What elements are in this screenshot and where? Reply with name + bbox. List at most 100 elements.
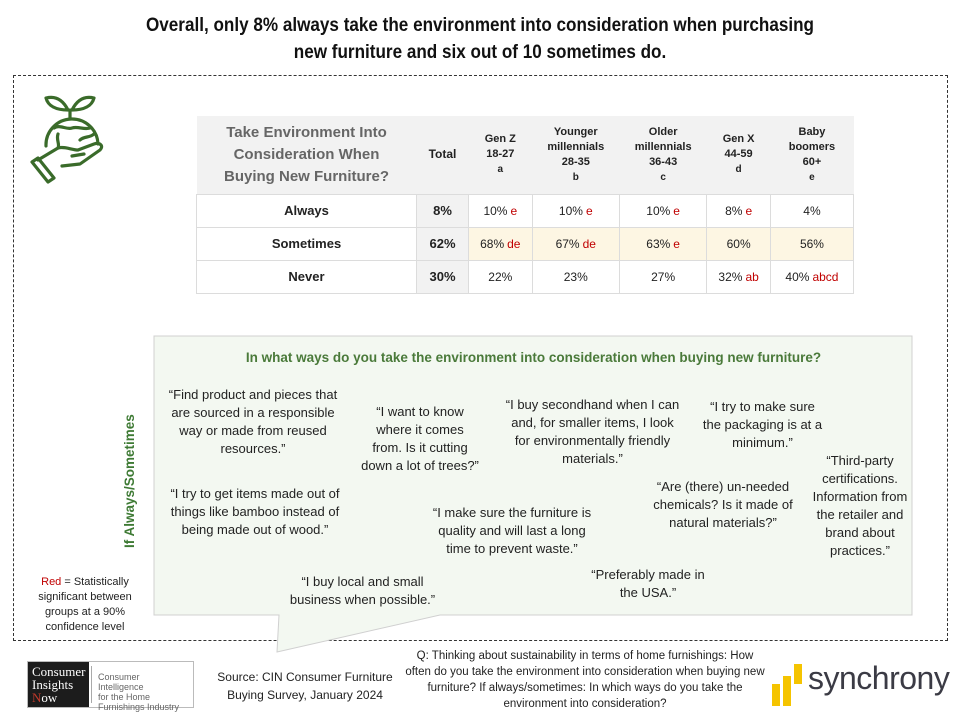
significance-legend: Red = Statistically significant between …: [20, 575, 150, 635]
question-header-line: Consideration When: [233, 145, 380, 163]
column-header-younger-millennials: Younger millennials 28-35 b: [532, 116, 620, 194]
side-label: If Always/Sometimes: [122, 414, 137, 548]
quote: “I buy secondhand when I can and, for sm…: [505, 397, 680, 466]
title-line-2: new furniture and six out of 10 sometime…: [293, 42, 667, 63]
data-cell: 4%: [769, 193, 855, 228]
col-letter: d: [735, 164, 742, 176]
quote: “Find product and pieces that are source…: [168, 387, 338, 456]
col-line: millennials: [547, 140, 605, 153]
cell-value: 68%: [480, 236, 505, 251]
column-header-baby-boomers: Baby boomers 60+ e: [770, 116, 854, 194]
quote: “I try to make sure the packaging is at …: [702, 399, 823, 450]
table-header-row: Take Environment Into Consideration When…: [196, 116, 854, 194]
synchrony-bar-icon: [794, 664, 802, 684]
source-note: Source: CIN Consumer Furniture Buying Su…: [217, 670, 393, 702]
cell-value: 40%: [785, 269, 810, 284]
significance-letters: e: [585, 203, 593, 218]
question-note: Q: Thinking about sustainability in term…: [405, 650, 765, 710]
question-header-line: Buying New Furniture?: [224, 167, 389, 185]
data-cell: 10% e: [468, 193, 533, 228]
significance-letters: ab: [745, 269, 759, 284]
col-line: 44-59: [724, 148, 753, 161]
col-line: Gen X: [722, 133, 755, 146]
col-line: 60+: [802, 155, 822, 168]
table-row: Never 30% 22% 23% 27% 32% ab 40% abcd: [196, 259, 855, 294]
cin-tagline-line: for the Home: [98, 692, 151, 702]
open-ended-question: In what ways do you take the environment…: [245, 350, 822, 365]
cell-value: 23%: [563, 269, 588, 284]
cell-value: 32%: [718, 269, 743, 284]
col-letter: e: [809, 171, 815, 183]
cin-tagline-line: Furnishings Industry: [98, 702, 180, 712]
data-cell: 32% ab: [706, 259, 771, 294]
total-cell: 62%: [416, 226, 469, 261]
column-header-older-millennials: Older millennials 36-43 c: [619, 116, 707, 194]
data-cell: 56%: [769, 226, 855, 261]
data-cell: 8% e: [706, 193, 771, 228]
column-header-gen-x: Gen X 44-59 d: [706, 116, 771, 194]
cell-value: 10%: [646, 203, 671, 218]
data-cell: 27%: [618, 259, 708, 294]
data-cell: 23%: [531, 259, 620, 294]
significance-letters: e: [673, 236, 680, 251]
significance-letters: e: [745, 203, 753, 218]
significance-letters: abcd: [812, 269, 839, 284]
table-row: Sometimes 62% 68% de 67% de 63% e 60% 56%: [196, 226, 855, 261]
col-letter: a: [497, 164, 504, 176]
col-line: Younger: [553, 125, 598, 138]
cell-value: 63%: [646, 236, 671, 251]
cin-logo-tagline: Consumer Intelligence for the Home Furni…: [91, 666, 193, 712]
data-cell: 63% e: [618, 226, 708, 261]
col-line: 28-35: [561, 155, 590, 168]
data-cell: 22%: [468, 259, 533, 294]
title-line-1: Overall, only 8% always take the environ…: [145, 15, 815, 36]
quote: “I buy local and small business when pos…: [289, 574, 436, 607]
cell-value: 10%: [483, 203, 508, 218]
cin-logo: Consumer Insights Now Consumer Intellige…: [27, 661, 194, 712]
cell-value: 4%: [803, 203, 821, 218]
total-cell: 30%: [416, 259, 469, 294]
quote: “Third-party certifications. Information…: [812, 453, 908, 558]
question-header: Take Environment Into Consideration When…: [196, 116, 417, 194]
data-cell: 67% de: [531, 226, 620, 261]
significance-letters: de: [507, 236, 521, 251]
cell-value: 60%: [726, 236, 751, 251]
quote: “I try to get items made out of things l…: [170, 486, 340, 537]
total-cell: 8%: [416, 193, 469, 228]
cin-logo-line: Insights: [32, 677, 74, 692]
col-line: Gen Z: [484, 133, 516, 146]
cin-logo-n: N: [32, 690, 42, 705]
cell-value: 56%: [799, 236, 824, 251]
cin-logo-mark: Consumer Insights Now: [28, 662, 89, 707]
quote: “Preferably made in the USA.”: [591, 567, 705, 600]
synchrony-bar-icon: [772, 684, 780, 706]
col-line: 18-27: [486, 148, 515, 161]
hand-holding-earth-sprout-icon: [30, 95, 104, 184]
col-line: boomers: [788, 140, 836, 153]
data-cell: 60%: [706, 226, 771, 261]
col-letter: c: [660, 171, 666, 183]
synchrony-bar-icon: [783, 676, 791, 706]
synchrony-wordmark: synchrony: [808, 660, 950, 696]
page-title: Overall, only 8% always take the environ…: [102, 12, 858, 66]
col-letter: b: [572, 171, 579, 183]
frequency-table: Take Environment Into Consideration When…: [196, 116, 855, 294]
total-header: Total: [416, 116, 469, 194]
data-cell: 68% de: [468, 226, 533, 261]
col-line: Baby: [798, 125, 826, 138]
table-row: Always 8% 10% e 10% e 10% e 8% e 4%: [196, 193, 855, 228]
row-label: Never: [196, 259, 417, 294]
cell-value: 67%: [555, 236, 580, 251]
cin-tagline-line: Consumer Intelligence: [98, 672, 144, 692]
row-label: Always: [196, 193, 417, 228]
cin-logo-ow: ow: [41, 690, 58, 705]
cell-value: 8%: [725, 203, 743, 218]
row-label: Sometimes: [196, 226, 417, 261]
col-line: Older: [648, 125, 678, 138]
quote: “I want to know where it comes from. Is …: [361, 404, 479, 473]
quote: “I make sure the furniture is quality an…: [432, 505, 592, 556]
data-cell: 10% e: [618, 193, 708, 228]
significance-letters: de: [582, 236, 596, 251]
significance-letters: e: [673, 203, 680, 218]
col-line: millennials: [634, 140, 692, 153]
